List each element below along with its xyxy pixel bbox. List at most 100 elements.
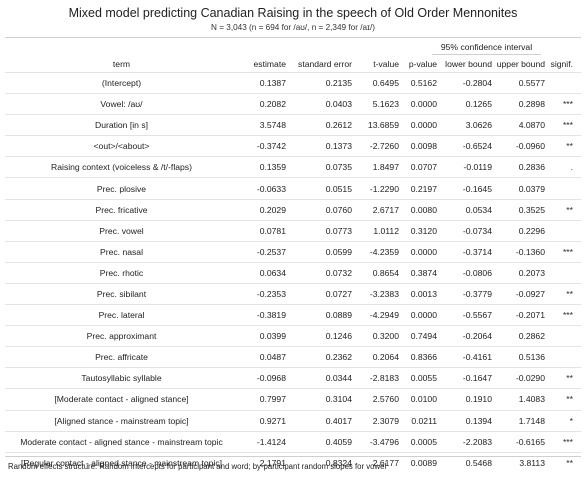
cell-term: Tautosyllabic syllable	[81, 373, 162, 384]
cell-term: Vowel: /aʊ/	[100, 99, 143, 110]
cell-lower-bound: -0.5567	[462, 310, 492, 321]
cell-term: Prec. rhotic	[99, 267, 144, 278]
cell-signif: ***	[562, 310, 573, 321]
table-row: [Aligned stance - mainstream topic] 0.927…	[5, 410, 581, 431]
cell-signif	[547, 262, 581, 283]
cell-p-value: 0.0707	[410, 162, 437, 173]
ci-spanner-label: 95% confidence interval	[440, 42, 533, 52]
ci-spanner-line	[432, 54, 541, 55]
cell-estimate: 0.2082	[259, 99, 286, 110]
cell-standard-error: 0.1246	[325, 331, 352, 342]
cell-signif: **	[566, 204, 573, 215]
cell-t-value: 0.2064	[372, 352, 399, 363]
cell-upper-bound: 0.2073	[518, 267, 545, 278]
cell-p-value: 0.0100	[410, 394, 437, 405]
cell-upper-bound: -0.6165	[515, 436, 545, 447]
col-header-term: term	[112, 59, 131, 69]
cell-lower-bound: 3.0626	[465, 120, 492, 131]
cell-p-value: 0.0000	[410, 310, 437, 321]
cell-estimate: -0.3819	[256, 310, 286, 321]
table-row: [Moderate contact - aligned stance] 0.799…	[5, 388, 581, 410]
cell-term: Raising context (voiceless & /t/-flaps)	[51, 162, 192, 173]
cell-p-value: 0.0000	[410, 120, 437, 131]
cell-upper-bound: 0.5577	[518, 78, 545, 89]
cell-p-value: 0.2197	[410, 183, 437, 194]
table-row: Prec. fricative 0.2029 0.0760 2.6717 0.0080 0…	[5, 199, 581, 220]
col-header-lower-bound: lower bound	[445, 59, 492, 69]
cell-signif	[547, 178, 581, 199]
cell-signif: ***	[562, 246, 573, 257]
cell-standard-error: 0.2612	[325, 120, 352, 131]
cell-t-value: 5.1623	[372, 99, 399, 110]
cell-t-value: 0.8654	[372, 267, 399, 278]
cell-signif: .	[570, 162, 573, 173]
cell-standard-error: 0.4059	[325, 436, 352, 447]
cell-p-value: 0.3874	[410, 267, 437, 278]
cell-upper-bound: 0.5136	[518, 352, 545, 363]
cell-term: Prec. vowel	[99, 225, 144, 236]
cell-term: <out>/<about>	[93, 141, 150, 152]
cell-lower-bound: -0.3779	[462, 288, 492, 299]
cell-lower-bound: -0.0734	[462, 225, 492, 236]
cell-t-value: 1.0112	[373, 225, 399, 236]
table-row: Prec. approximant 0.0399 0.1246 0.3200 0.749…	[5, 325, 581, 347]
cell-signif: **	[566, 457, 573, 468]
cell-p-value: 0.3120	[410, 225, 437, 236]
table-row: Duration [in s] 3.5748 0.2612 13.6859 0.0000…	[5, 114, 581, 136]
cell-t-value: 1.8497	[372, 162, 399, 173]
cell-term: Prec. lateral	[98, 310, 145, 321]
cell-t-value: 2.3079	[372, 415, 399, 426]
cell-term: [Aligned stance - mainstream topic]	[54, 415, 189, 426]
cell-term: Prec. fricative	[95, 204, 148, 215]
cell-lower-bound: -0.1645	[462, 183, 492, 194]
cell-term: (Intercept)	[101, 78, 142, 89]
cell-upper-bound: -0.1360	[515, 246, 545, 257]
col-header-estimate: estimate	[253, 59, 286, 69]
cell-standard-error: 0.0760	[325, 204, 352, 215]
cell-upper-bound: 0.2836	[518, 162, 545, 173]
cell-standard-error: 0.0732	[325, 267, 352, 278]
table-title: Mixed model predicting Canadian Raising …	[68, 6, 518, 20]
cell-t-value: 2.5760	[372, 394, 399, 405]
cell-p-value: 0.0089	[410, 457, 437, 468]
cell-lower-bound: -0.2064	[462, 331, 492, 342]
cell-p-value: 0.0000	[410, 99, 437, 110]
cell-standard-error: 0.0403	[325, 99, 352, 110]
cell-signif: *	[569, 415, 573, 426]
cell-term: Prec. affricate	[95, 352, 148, 363]
cell-lower-bound: -0.2804	[462, 78, 492, 89]
cell-p-value: 0.0080	[410, 204, 437, 215]
col-header-t-value: t-value	[373, 59, 399, 69]
cell-upper-bound: 3.8113	[519, 457, 545, 468]
table-row: Prec. lateral -0.3819 0.0889 -4.2949 0.0000 -…	[5, 304, 581, 326]
col-header-standard-error: standard error	[298, 59, 352, 69]
cell-signif	[547, 326, 581, 347]
cell-estimate: -0.2537	[256, 246, 286, 257]
cell-t-value: -3.2383	[369, 288, 399, 299]
cell-upper-bound: -0.0927	[515, 288, 545, 299]
cell-t-value: 0.6495	[372, 78, 399, 89]
cell-lower-bound: 0.5468	[465, 457, 492, 468]
cell-estimate: 0.0781	[259, 225, 286, 236]
top-rule	[5, 37, 581, 38]
cell-standard-error: 0.8324	[325, 457, 352, 468]
cell-estimate: 0.0634	[259, 267, 286, 278]
table-row: <out>/<about> -0.3742 0.1373 -2.7260 0.0098 -…	[5, 135, 581, 157]
cell-p-value: 0.5162	[410, 78, 437, 89]
cell-term: Moderate contact - aligned stance - main…	[20, 436, 223, 447]
cell-upper-bound: -0.0960	[515, 141, 545, 152]
table-row: Prec. affricate 0.0487 0.2362 0.2064 0.8366 -…	[5, 346, 581, 368]
col-header-p-value: p-value	[408, 59, 437, 69]
cell-signif: **	[566, 288, 573, 299]
cell-t-value: -2.8183	[369, 373, 399, 384]
col-header-signif: signif.	[550, 59, 573, 69]
cell-estimate: -0.0968	[256, 373, 286, 384]
cell-t-value: -3.4796	[369, 436, 399, 447]
cell-lower-bound: 0.1394	[465, 415, 492, 426]
cell-standard-error: 0.2362	[325, 352, 352, 363]
cell-estimate: 0.0487	[259, 352, 286, 363]
cell-standard-error: 0.0515	[325, 183, 352, 194]
cell-t-value: 0.3200	[372, 331, 399, 342]
cell-t-value: 13.6859	[367, 120, 399, 131]
cell-lower-bound: -0.4161	[462, 352, 492, 363]
